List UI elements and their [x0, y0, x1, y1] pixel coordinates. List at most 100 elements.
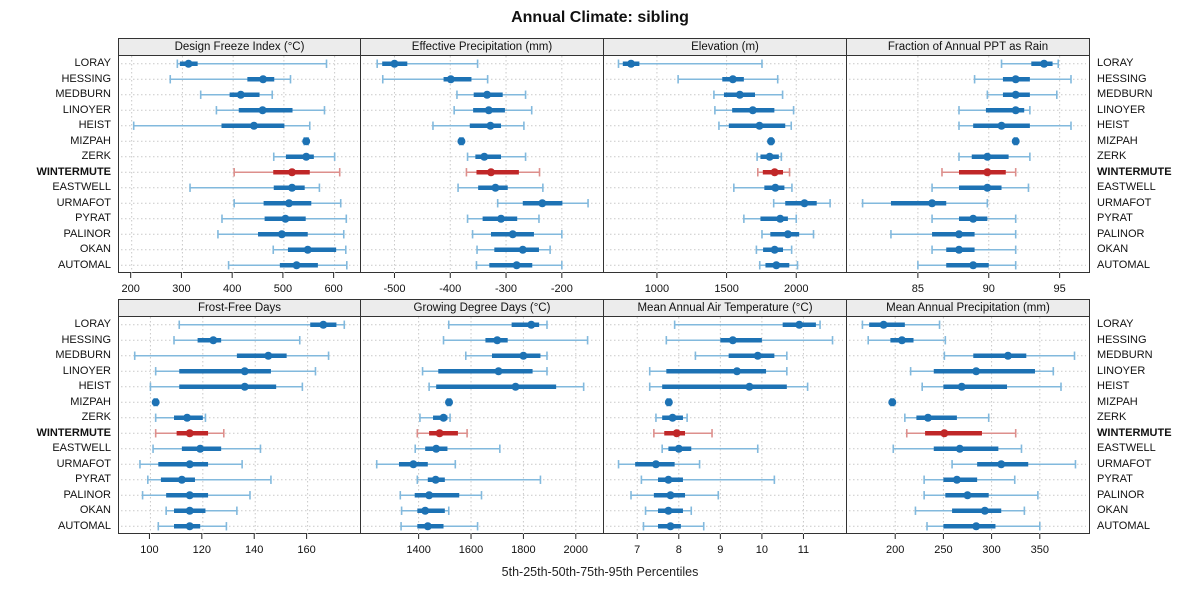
series-eastwell	[152, 444, 262, 453]
series-loray	[617, 59, 763, 68]
row-label-okan-left: OKAN	[79, 243, 111, 256]
series-heist	[718, 121, 793, 130]
axis-caption: 5th-25th-50th-75th-95th Percentiles	[501, 565, 699, 579]
panel-3: Elevation (m) 1000 1500 2000	[604, 38, 847, 299]
series-zerk	[419, 413, 451, 422]
series-wintermute	[416, 429, 468, 438]
row-label-medburn-right: MEDBURN	[1097, 88, 1153, 101]
median-dot	[753, 351, 762, 360]
row-label-linoyer-right: LINOYER	[1097, 103, 1146, 116]
panel-plot-6	[361, 317, 604, 534]
series-palinor	[141, 491, 251, 500]
row-label-medburn-left: MEDBURN	[55, 349, 111, 362]
median-dot	[249, 121, 258, 130]
median-dot	[302, 152, 311, 161]
series-mizpah	[445, 398, 454, 407]
series-palinor	[630, 491, 720, 500]
row-label-pyrat-left: PYRAT	[75, 473, 111, 486]
series-hessing	[973, 75, 1072, 84]
series-linoyer	[421, 367, 548, 376]
median-dot	[446, 75, 455, 84]
panel-plot-2	[361, 56, 604, 273]
panel-axis-3: 1000 1500 2000	[604, 273, 847, 299]
series-mizpah	[664, 398, 673, 407]
panel-strip-8: Mean Annual Precipitation (mm)	[847, 299, 1090, 317]
series-palinor	[761, 230, 815, 239]
series-zerk	[904, 413, 990, 422]
x-tick-label: 600	[324, 283, 342, 295]
median-dot	[431, 475, 440, 484]
x-tick-label: 1500	[714, 283, 738, 295]
median-dot	[972, 522, 981, 531]
series-loray	[376, 59, 479, 68]
x-tick-label: 160	[297, 544, 315, 556]
median-dot	[983, 168, 992, 177]
median-dot	[209, 336, 218, 345]
x-tick-label: 400	[223, 283, 241, 295]
x-axis-canvas: 100 120 140 160	[140, 534, 316, 556]
x-tick-label: -200	[551, 283, 573, 295]
median-dot	[795, 320, 804, 329]
median-dot	[493, 336, 502, 345]
x-tick-label: -400	[439, 283, 461, 295]
panel-2: Effective Precipitation (mm) -500 -400 -300…	[361, 38, 604, 299]
panel-canvas	[363, 56, 600, 273]
median-dot	[435, 429, 444, 438]
panel-strip-4: Fraction of Annual PPT as Rain	[847, 38, 1090, 56]
median-dot	[177, 475, 186, 484]
series-hessing	[442, 336, 589, 345]
panel-strip-2: Effective Precipitation (mm)	[361, 38, 604, 56]
median-dot	[288, 168, 297, 177]
panel-plot-4	[847, 56, 1090, 273]
series-pyrat	[743, 214, 798, 223]
panel-strip-6: Growing Degree Days (°C)	[361, 299, 604, 317]
median-dot	[732, 367, 741, 376]
row-label-wintermute-right: WINTERMUTE	[1097, 426, 1172, 439]
row-label-zerk-right: ZERK	[1097, 411, 1127, 424]
row-label-pyrat-right: PYRAT	[1097, 473, 1133, 486]
series-heist	[921, 382, 1062, 391]
median-dot	[969, 214, 978, 223]
series-loray	[1000, 59, 1060, 68]
median-dot	[954, 230, 963, 239]
panel-axis-1: 200 300 400 500 600	[118, 273, 361, 299]
series-zerk	[756, 152, 783, 161]
panel-canvas	[606, 56, 843, 273]
median-dot	[897, 336, 906, 345]
median-dot	[983, 183, 992, 192]
x-axis-canvas: 7 8 9 10 11	[634, 534, 809, 556]
median-dot	[511, 382, 520, 391]
series-automal	[400, 522, 479, 531]
x-axis-canvas: 200 250 300 350	[886, 534, 1049, 556]
row-label-eastwell-left: EASTWELL	[52, 442, 111, 455]
median-dot	[997, 460, 1006, 469]
series-loray	[178, 320, 346, 329]
row-label-eastwell-left: EASTWELL	[52, 181, 111, 194]
series-automal	[227, 261, 348, 270]
median-dot	[651, 460, 660, 469]
median-dot	[923, 413, 932, 422]
median-dot	[518, 245, 527, 254]
panel-4: Fraction of Annual PPT as Rain 85 90 95	[847, 38, 1090, 299]
median-dot	[735, 90, 744, 99]
x-tick-label: 2000	[564, 544, 588, 556]
x-axis-canvas: 200 300 400 500 600	[122, 273, 343, 295]
median-dot	[664, 398, 673, 407]
row-label-pyrat-right: PYRAT	[1097, 212, 1133, 225]
median-dot	[409, 460, 418, 469]
x-tick-label: 2000	[784, 283, 808, 295]
series-urmafot	[139, 460, 243, 469]
median-dot	[783, 230, 792, 239]
x-tick-label: 1400	[406, 544, 430, 556]
trellis-grid: LORAY HESSING MEDBURN LINOYER HEIST MIZPAH ZER…	[0, 38, 1200, 560]
series-hessing	[381, 75, 489, 84]
row-label-heist-right: HEIST	[1097, 119, 1130, 132]
median-dot	[258, 106, 267, 115]
series-hessing	[173, 336, 301, 345]
row-label-hessing-right: HESSING	[1097, 333, 1147, 346]
series-eastwell	[892, 444, 1023, 453]
panel-axis-6: 1400 1600 1800 2000	[361, 534, 604, 560]
median-dot	[745, 382, 754, 391]
row-label-medburn-left: MEDBURN	[55, 88, 111, 101]
median-dot	[390, 59, 399, 68]
